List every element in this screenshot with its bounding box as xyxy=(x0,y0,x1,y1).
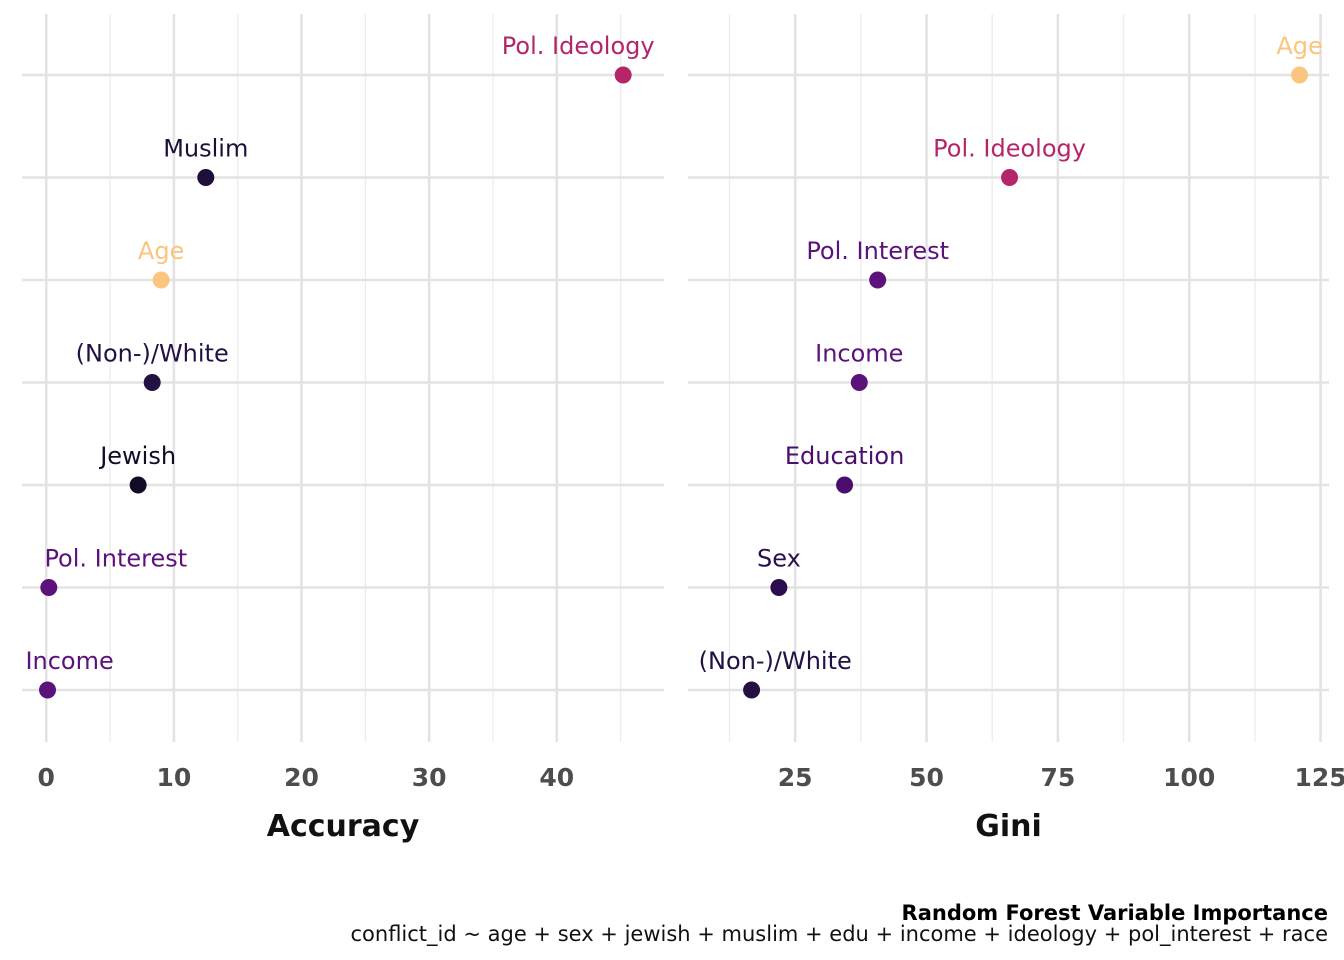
gini-label-non-white: (Non-)/White xyxy=(699,647,852,675)
accuracy-label-age: Age xyxy=(138,237,184,265)
gini-point-education xyxy=(836,476,854,494)
gini-point-non-white xyxy=(743,681,761,699)
accuracy-point-muslim xyxy=(197,169,215,186)
caption-subtitle: conflict_id ~ age + sex + jewish + musli… xyxy=(350,922,1328,947)
gini-tick-label: 25 xyxy=(778,763,813,792)
accuracy-label-pol-ideology: Pol. Ideology xyxy=(502,32,655,60)
accuracy-panel: 0 10 20 30 40 Accuracy Pol. Ideology Muslim Age (… xyxy=(22,14,664,844)
gini-panel: 25 50 75 100 125 Gini Age Pol. Ideology Pol. Int… xyxy=(688,14,1344,844)
accuracy-point-age xyxy=(152,271,170,289)
accuracy-tick-label: 0 xyxy=(38,763,55,792)
gini-label-age: Age xyxy=(1276,32,1322,60)
accuracy-axis-title: Accuracy xyxy=(267,809,420,844)
accuracy-tick-label: 10 xyxy=(156,763,191,792)
accuracy-label-non-white: (Non-)/White xyxy=(76,340,229,368)
gini-label-pol-interest: Pol. Interest xyxy=(806,237,949,265)
accuracy-label-pol-interest: Pol. Interest xyxy=(44,545,187,573)
gini-label-education: Education xyxy=(785,442,904,470)
gini-label-sex: Sex xyxy=(757,545,801,573)
accuracy-point-pol-interest xyxy=(40,579,58,596)
accuracy-label-muslim: Muslim xyxy=(163,135,248,163)
gini-point-sex xyxy=(770,579,788,596)
gini-tick-label: 125 xyxy=(1294,763,1344,792)
caption-title: Random Forest Variable Importance xyxy=(902,901,1328,925)
gini-label-pol-ideology: Pol. Ideology xyxy=(933,135,1086,163)
accuracy-tick-label: 40 xyxy=(539,763,574,792)
accuracy-point-jewish xyxy=(129,476,147,494)
accuracy-tick-label: 30 xyxy=(412,763,447,792)
accuracy-point-non-white xyxy=(143,374,161,391)
gini-axis-title: Gini xyxy=(975,809,1042,844)
gini-label-income: Income xyxy=(815,340,903,368)
gini-tick-label: 75 xyxy=(1040,763,1075,792)
accuracy-tick-label: 20 xyxy=(284,763,319,792)
gini-tick-label: 100 xyxy=(1163,763,1215,792)
accuracy-label-income: Income xyxy=(25,647,113,675)
gini-point-age xyxy=(1291,66,1309,84)
gini-tick-label: 50 xyxy=(909,763,944,792)
gini-point-income xyxy=(850,374,868,391)
accuracy-label-jewish: Jewish xyxy=(98,442,176,470)
gini-point-pol-ideology xyxy=(1001,169,1019,186)
accuracy-point-income xyxy=(39,681,57,699)
gini-point-pol-interest xyxy=(869,271,887,289)
accuracy-point-pol-ideology xyxy=(614,66,632,84)
